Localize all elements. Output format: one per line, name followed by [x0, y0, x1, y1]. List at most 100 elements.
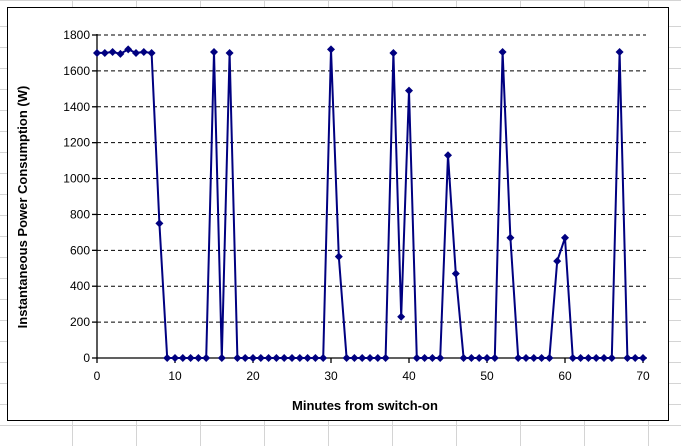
x-tick-label: 40 — [402, 369, 416, 383]
series-power — [93, 45, 647, 362]
chart-canvas: 0 200 400 600 800 1000 1200 1400 1600 1800 0 10 20 3… — [15, 28, 650, 413]
data-point-marker — [100, 48, 109, 57]
data-point-marker — [108, 48, 117, 57]
data-point-marker — [412, 354, 421, 362]
data-point-marker — [241, 354, 250, 362]
data-point-marker — [451, 269, 460, 278]
data-point-marker — [537, 354, 546, 362]
data-point-marker — [256, 354, 265, 362]
data-point-marker — [334, 252, 343, 261]
data-point-marker — [366, 354, 374, 362]
data-point-marker — [373, 354, 382, 362]
data-point-marker — [171, 354, 179, 362]
data-point-marker — [529, 354, 538, 362]
data-point-marker — [631, 354, 640, 362]
data-point-marker — [592, 354, 601, 362]
x-tick-label: 0 — [94, 369, 101, 383]
data-point-marker — [498, 48, 507, 57]
data-point-marker — [467, 354, 476, 362]
data-point-marker — [93, 48, 101, 57]
x-axis-title: Minutes from switch-on — [292, 398, 438, 413]
excel-chart-object[interactable]: 0 200 400 600 800 1000 1200 1400 1600 1800 0 10 20 3… — [7, 7, 669, 421]
data-point-marker — [444, 151, 452, 160]
data-point-marker — [545, 354, 554, 362]
data-point-marker — [217, 354, 226, 362]
y-tick-label: 0 — [83, 351, 90, 365]
data-point-marker — [623, 354, 632, 362]
data-point-marker — [514, 354, 523, 362]
data-point-marker — [116, 49, 125, 58]
y-tick-label: 1600 — [63, 64, 90, 78]
data-point-marker — [358, 354, 367, 362]
data-point-marker — [436, 354, 445, 362]
data-point-marker — [639, 354, 647, 362]
data-point-marker — [607, 354, 616, 362]
data-point-marker — [483, 354, 491, 362]
data-point-marker — [163, 354, 172, 362]
data-point-marker — [584, 354, 593, 362]
data-point-marker — [264, 354, 273, 362]
data-point-marker — [186, 354, 195, 362]
data-point-marker — [249, 354, 257, 362]
y-tick-label: 1000 — [63, 172, 90, 186]
data-point-marker — [389, 48, 398, 57]
data-point-marker — [132, 48, 140, 57]
axis-ticks — [92, 34, 644, 363]
data-point-marker — [295, 354, 304, 362]
data-point-marker — [225, 48, 234, 57]
data-point-marker — [600, 354, 608, 362]
data-point-marker — [319, 354, 328, 362]
data-point-marker — [568, 354, 577, 362]
data-point-marker — [178, 354, 187, 362]
data-point-marker — [553, 257, 562, 266]
x-tick-label: 50 — [480, 369, 494, 383]
x-tick-label: 10 — [168, 369, 182, 383]
data-point-marker — [405, 86, 413, 95]
y-tick-label: 600 — [70, 243, 90, 257]
x-tick-label: 30 — [324, 369, 338, 383]
data-point-marker — [155, 219, 164, 228]
y-tick-label: 200 — [70, 315, 90, 329]
x-tick-label: 70 — [636, 369, 650, 383]
x-tick-label: 60 — [558, 369, 572, 383]
data-point-marker — [233, 354, 242, 362]
data-point-marker — [615, 48, 624, 57]
data-point-marker — [303, 354, 312, 362]
y-tick-label: 800 — [70, 207, 90, 221]
data-point-marker — [342, 354, 351, 362]
data-point-marker — [522, 354, 530, 362]
y-tick-label: 400 — [70, 279, 90, 293]
series-line — [97, 48, 643, 359]
y-tick-label: 1800 — [63, 28, 90, 42]
data-point-marker — [202, 354, 211, 362]
data-point-marker — [139, 48, 148, 57]
data-point-marker — [194, 354, 203, 362]
data-point-marker — [397, 312, 406, 321]
data-point-marker — [327, 45, 335, 54]
data-point-marker — [428, 354, 437, 362]
data-point-marker — [475, 354, 484, 362]
y-tick-labels: 0 200 400 600 800 1000 1200 1400 1600 1800 — [63, 28, 90, 365]
data-point-marker — [576, 354, 585, 362]
x-tick-label: 20 — [246, 369, 260, 383]
data-point-marker — [210, 48, 218, 57]
data-point-marker — [311, 354, 320, 362]
axes — [96, 34, 647, 359]
data-point-marker — [272, 354, 281, 362]
y-tick-label: 1200 — [63, 136, 90, 150]
data-point-marker — [506, 233, 515, 242]
y-axis-title: Instantaneous Power Consumption (W) — [15, 86, 30, 329]
data-point-marker — [124, 45, 133, 54]
gridlines — [97, 34, 646, 323]
data-point-marker — [350, 354, 359, 362]
x-tick-labels: 0 10 20 30 40 50 60 70 — [94, 369, 650, 383]
data-point-marker — [381, 354, 390, 362]
data-point-marker — [147, 48, 156, 57]
data-point-marker — [490, 354, 499, 362]
data-point-marker — [280, 354, 289, 362]
data-point-marker — [561, 233, 569, 242]
data-point-marker — [420, 354, 429, 362]
data-point-marker — [459, 354, 468, 362]
data-point-marker — [288, 354, 296, 362]
y-tick-label: 1400 — [63, 100, 90, 114]
